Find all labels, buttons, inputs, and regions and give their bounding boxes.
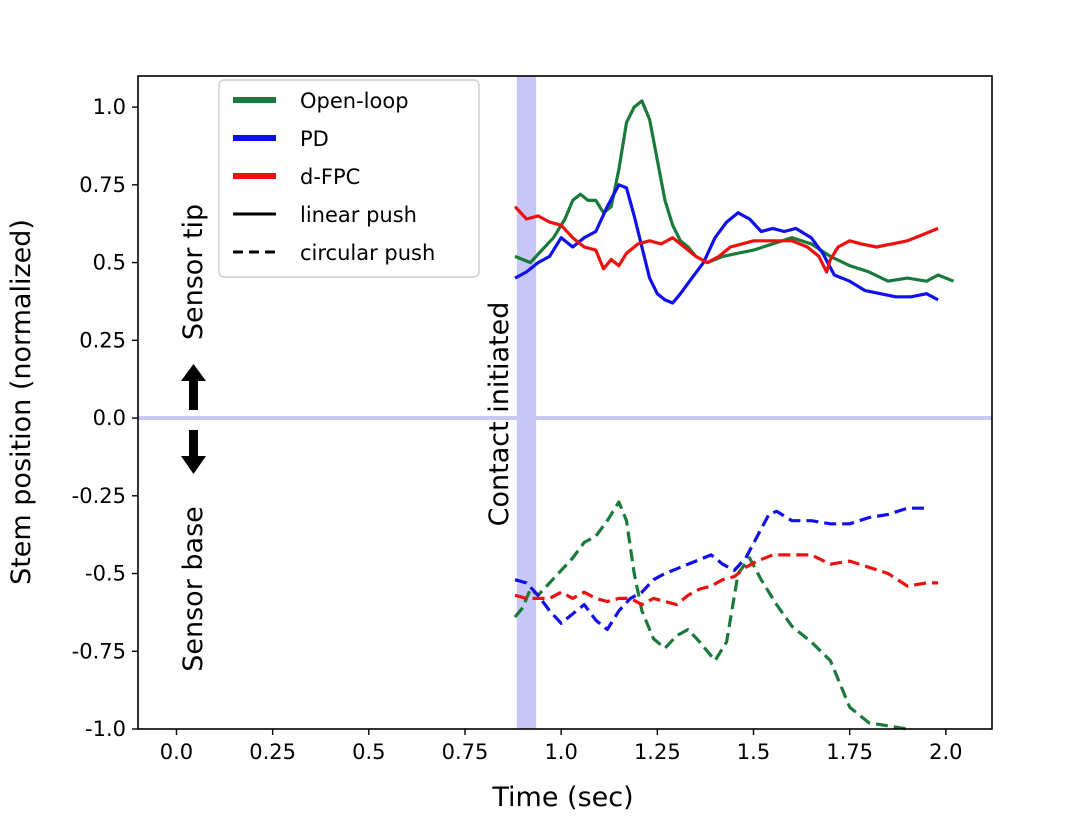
up-arrow-icon (181, 364, 206, 410)
y-axis-ticks: 1.0 0.75 0.5 0.25 0.0 -0.25 -0.5 -0.75 -1.0 (72, 95, 138, 741)
x-tick-label: 1.5 (737, 740, 770, 764)
contact-band (516, 76, 537, 729)
x-tick-label: 1.0 (544, 740, 577, 764)
y-tick-label: 0.75 (79, 173, 126, 197)
series-line-pd-linear (514, 183, 939, 305)
series-layer (513, 99, 955, 731)
down-arrow-icon (181, 430, 206, 474)
legend: Open-loop PD d-FPC linear push circular push (218, 79, 480, 278)
y-tick-label: -0.5 (85, 562, 126, 586)
legend-label: d-FPC (300, 165, 360, 189)
y-tick-label: -1.0 (85, 717, 126, 741)
x-tick-label: 0.75 (442, 740, 489, 764)
y-axis-label: Stem position (normalized) (6, 219, 37, 585)
series-line-pd-circular (514, 506, 927, 632)
y-tick-label: 0.25 (79, 328, 126, 352)
legend-label: PD (300, 127, 329, 151)
y-tick-label: -0.75 (72, 639, 126, 663)
x-tick-label: 0.25 (249, 740, 296, 764)
legend-label: Open-loop (300, 89, 409, 113)
x-tick-label: 2.0 (929, 740, 962, 764)
y-tick-label: 0.5 (93, 251, 126, 275)
x-tick-label: 1.75 (826, 740, 873, 764)
x-tick-label: 1.25 (634, 740, 681, 764)
series-line-d-fpc-circular (514, 553, 939, 607)
x-axis-ticks: 0.0 0.25 0.5 0.75 1.0 1.25 1.5 1.75 2.0 (160, 729, 963, 764)
series-line-d-fpc-linear (513, 205, 939, 274)
sensor-tip-annotation: Sensor tip (178, 204, 209, 340)
legend-label: circular push (300, 241, 435, 265)
annotation-bands (138, 76, 992, 729)
series-line-open-loop-linear (514, 99, 955, 283)
x-tick-label: 0.5 (352, 740, 385, 764)
x-tick-label: 0.0 (160, 740, 193, 764)
legend-label: linear push (300, 203, 417, 227)
y-tick-label: -0.25 (72, 484, 126, 508)
legend-box (218, 79, 480, 278)
y-tick-label: 0.0 (93, 406, 126, 430)
plot-frame (137, 75, 993, 730)
series-line-open-loop-circular (513, 500, 908, 731)
x-axis-label: Time (sec) (491, 782, 633, 813)
sensor-base-annotation: Sensor base (178, 506, 209, 672)
contact-initiated-annotation: Contact initiated (484, 302, 515, 527)
y-tick-label: 1.0 (93, 95, 126, 119)
